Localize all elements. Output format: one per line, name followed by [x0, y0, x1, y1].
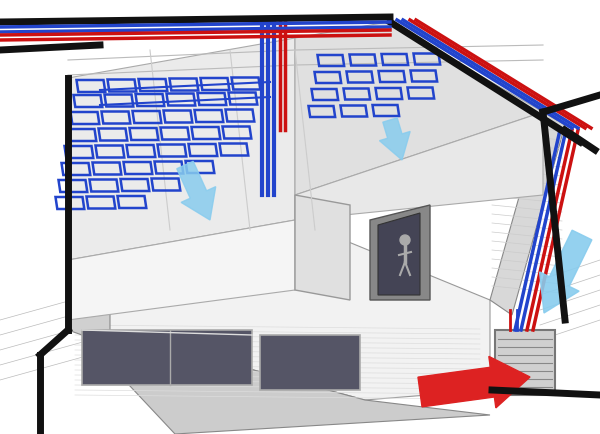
FancyArrow shape	[177, 161, 216, 220]
Polygon shape	[295, 22, 543, 195]
Polygon shape	[378, 213, 420, 295]
Polygon shape	[295, 195, 350, 300]
Polygon shape	[68, 220, 490, 400]
Polygon shape	[295, 112, 543, 220]
Polygon shape	[68, 220, 295, 320]
FancyArrow shape	[379, 118, 410, 160]
Polygon shape	[68, 38, 295, 260]
Bar	[82, 330, 252, 385]
Polygon shape	[490, 112, 565, 315]
FancyArrow shape	[539, 230, 592, 313]
Polygon shape	[68, 260, 110, 345]
Polygon shape	[370, 205, 430, 300]
Bar	[495, 330, 555, 395]
FancyArrow shape	[418, 356, 530, 408]
Polygon shape	[68, 320, 490, 434]
Bar	[260, 335, 360, 390]
Circle shape	[400, 235, 410, 245]
